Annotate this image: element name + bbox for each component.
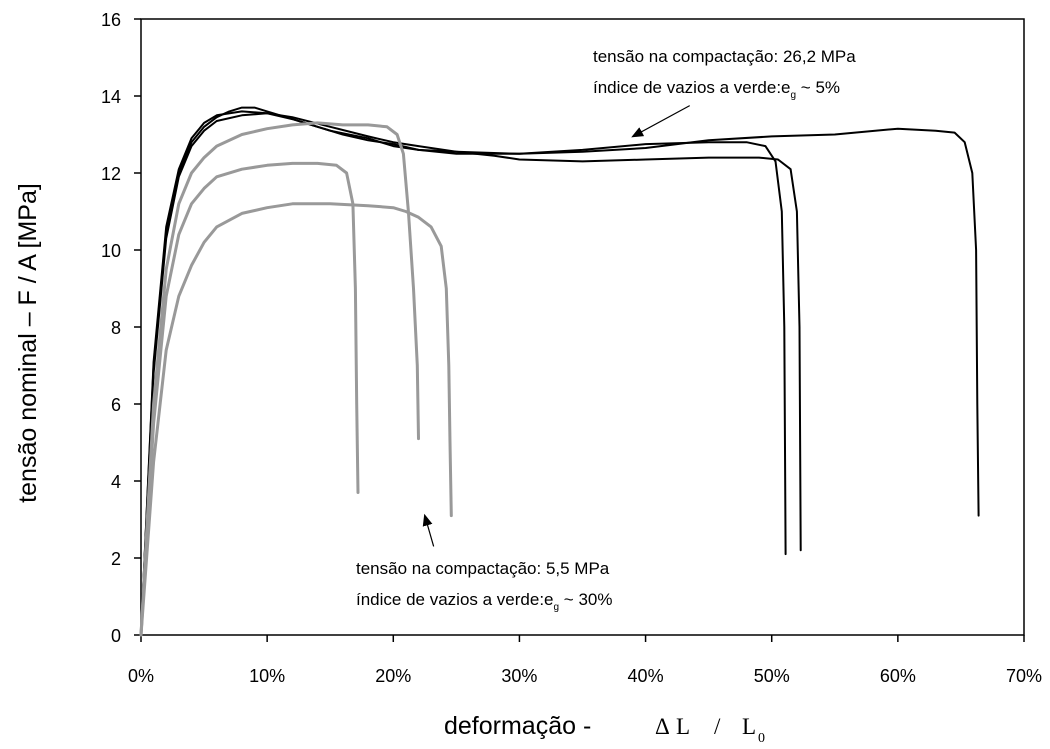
x-tick-label: 40%: [628, 666, 664, 686]
series-line-5: [139, 161, 360, 637]
x-tick-label: 20%: [375, 666, 411, 686]
annotation-line1: tensão na compactação: 5,5 MPa: [356, 559, 610, 578]
annotation-arrow: [422, 513, 435, 547]
annotation-line2: índice de vazios a verde:eg ~ 5%: [593, 78, 840, 101]
annotation-line2: índice de vazios a verde:eg ~ 30%: [356, 590, 612, 613]
x-tick-label: 60%: [880, 666, 916, 686]
y-axis-label: tensão nominal – F / A [MPa]: [14, 183, 42, 503]
x-axis-label-L0-subscript: 0: [758, 731, 765, 746]
x-axis-label-L: L: [676, 714, 690, 739]
x-tick-label: 30%: [501, 666, 537, 686]
x-tick-label: 50%: [754, 666, 790, 686]
x-axis-label-slash: /: [714, 714, 721, 739]
x-axis-label: deformação - Δ L / L 0: [444, 712, 765, 746]
y-tick-label: 10: [101, 241, 121, 261]
annotation-arrow: [631, 105, 691, 138]
x-tick-label: 0%: [128, 666, 154, 686]
series-line-4: [139, 121, 420, 637]
series-line-6: [139, 202, 453, 637]
y-tick-label: 12: [101, 164, 121, 184]
annotations: tensão na compactação: 26,2 MPa índice de…: [356, 47, 856, 613]
annotation-1: tensão na compactação: 26,2 MPa índice de…: [593, 47, 856, 138]
series-line-3: [140, 110, 980, 636]
y-tick-label: 6: [111, 395, 121, 415]
y-tick-label: 16: [101, 10, 121, 30]
y-ticks: 0 2 4 6 8 10 12 14 16: [101, 10, 141, 646]
x-tick-label: 70%: [1006, 666, 1042, 686]
y-tick-label: 14: [101, 87, 121, 107]
y-tick-label: 8: [111, 318, 121, 338]
annotation-line1: tensão na compactação: 26,2 MPa: [593, 47, 856, 66]
x-axis-label-delta: Δ: [655, 714, 670, 739]
x-axis-label-prefix: deformação -: [444, 712, 591, 740]
series-group: [139, 106, 980, 637]
x-tick-label: 10%: [249, 666, 285, 686]
series-line-1: [140, 106, 787, 636]
y-tick-label: 2: [111, 549, 121, 569]
y-tick-label: 0: [111, 626, 121, 646]
plot-area-frame: [140, 18, 1025, 636]
x-ticks: 0% 10% 20% 30% 40% 50% 60% 70%: [128, 635, 1042, 686]
series-line-2: [140, 112, 802, 636]
x-axis-label-L0: L: [742, 714, 756, 739]
y-tick-label: 4: [111, 472, 121, 492]
annotation-2: tensão na compactação: 5,5 MPa índice de …: [356, 513, 612, 613]
